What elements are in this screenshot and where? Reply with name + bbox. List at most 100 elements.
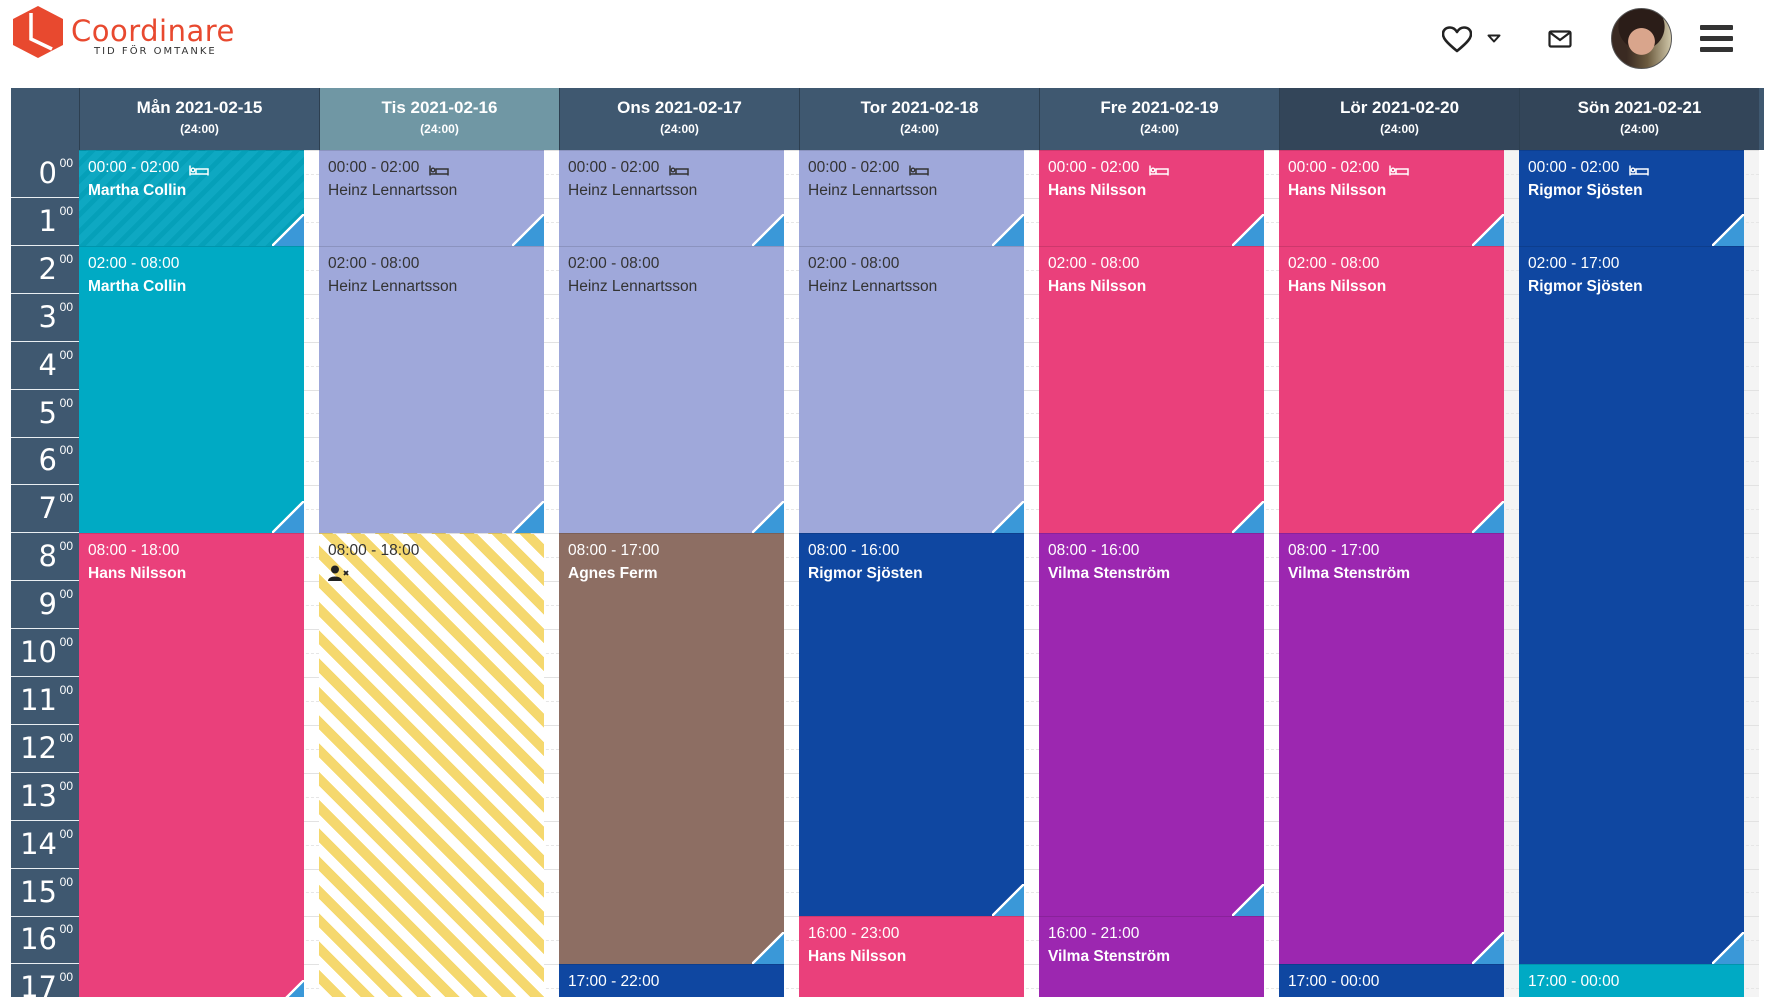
corner-marker-icon: [1232, 884, 1264, 917]
corner-marker-icon: [1232, 501, 1264, 534]
shift-employee-name: Heinz Lennartsson: [808, 182, 938, 199]
shift-employee-name: Martha Collin: [88, 277, 187, 295]
hour-minutes: 00: [59, 970, 73, 985]
day-column[interactable]: 00:00 - 02:00 Martha Collin 02:00 - 08:00 M…: [79, 150, 319, 997]
hour-number: 6: [38, 443, 57, 478]
hour-minutes: 00: [59, 347, 73, 362]
day-header[interactable]: Ons 2021-02-17 (24:00): [559, 88, 799, 150]
hour-label: 11 00: [11, 677, 79, 725]
bed-icon: [429, 163, 450, 175]
hamburger-menu-icon[interactable]: [1698, 20, 1734, 56]
hour-minutes: 00: [59, 730, 73, 745]
day-column[interactable]: 00:00 - 02:00 Hans Nilsson 02:00 - 08:00 Ha…: [1279, 150, 1519, 997]
hour-label: 0 00: [11, 150, 79, 198]
shift-event[interactable]: 08:00 - 18:00 Hans Nilsson: [79, 533, 304, 997]
shift-employee-name: Vilma Stenström: [1048, 565, 1171, 583]
mail-icon[interactable]: [1547, 29, 1573, 49]
shift-event[interactable]: 08:00 - 17:00 Vilma Stenström: [1279, 533, 1504, 965]
corner-marker-icon: [752, 501, 784, 534]
hour-minutes: 00: [59, 395, 73, 410]
hour-label: 8 00: [11, 533, 79, 582]
day-header[interactable]: Lör 2021-02-20 (24:00): [1279, 88, 1519, 150]
hour-number: 8: [38, 539, 57, 574]
day-date: Sön 2021-02-21: [1577, 98, 1702, 117]
day-header[interactable]: Tis 2021-02-16 (24:00): [319, 88, 559, 150]
day-column[interactable]: 00:00 - 02:00 Heinz Lennartsson 02:00 - 08…: [319, 150, 559, 997]
hour-number: 4: [38, 347, 57, 382]
shift-event[interactable]: 17:00 - 00:00: [1279, 964, 1504, 997]
hour-label: 1 00: [11, 198, 79, 246]
shift-employee-name: Hans Nilsson: [1288, 277, 1387, 295]
shift-employee-name: Hans Nilsson: [808, 948, 907, 966]
shift-time: 16:00 - 21:00: [1048, 925, 1140, 943]
shift-event[interactable]: 00:00 - 02:00 Heinz Lennartsson: [319, 150, 544, 246]
shift-employee-name: Heinz Lennartsson: [328, 182, 458, 199]
day-column[interactable]: 00:00 - 02:00 Heinz Lennartsson 02:00 - 08…: [559, 150, 799, 997]
shift-time: 02:00 - 17:00: [1528, 254, 1620, 272]
day-header[interactable]: Tor 2021-02-18 (24:00): [799, 88, 1039, 150]
hour-minutes: 00: [59, 203, 73, 218]
shift-event[interactable]: 08:00 - 16:00 Rigmor Sjösten: [799, 533, 1024, 917]
user-avatar[interactable]: [1611, 8, 1672, 69]
corner-marker-icon: [1472, 213, 1504, 246]
hour-label: 5 00: [11, 390, 79, 438]
shift-event[interactable]: 16:00 - 23:00 Hans Nilsson: [799, 916, 1024, 997]
shift-event[interactable]: 00:00 - 02:00 Heinz Lennartsson: [799, 150, 1024, 246]
shift-event[interactable]: 00:00 - 02:00 Hans Nilsson: [1279, 150, 1504, 246]
shift-event[interactable]: 08:00 - 16:00 Vilma Stenström: [1039, 533, 1264, 917]
corner-marker-icon: [1712, 932, 1744, 965]
shift-event[interactable]: 02:00 - 08:00 Hans Nilsson: [1279, 245, 1504, 534]
shift-employee-name: Hans Nilsson: [1048, 182, 1147, 199]
hour-number: 13: [20, 778, 57, 813]
hour-label: 9 00: [11, 581, 79, 630]
shift-event[interactable]: 17:00 - 22:00: [559, 964, 784, 997]
shift-time: 17:00 - 00:00: [1528, 973, 1620, 991]
hour-number: 5: [38, 395, 57, 430]
shift-time: 00:00 - 02:00: [1288, 159, 1380, 176]
shift-event[interactable]: 02:00 - 08:00 Heinz Lennartsson: [799, 245, 1024, 534]
shift-time: 00:00 - 02:00: [1048, 159, 1140, 176]
day-header[interactable]: Mån 2021-02-15 (24:00): [79, 88, 319, 150]
hour-label: 7 00: [11, 485, 79, 534]
corner-marker-icon: [1472, 932, 1504, 965]
unassigned-user-icon: [328, 565, 544, 586]
shift-event[interactable]: 02:00 - 08:00 Martha Collin: [79, 245, 304, 534]
coordinare-logo-icon[interactable]: [12, 5, 64, 59]
shift-event[interactable]: 02:00 - 08:00 Hans Nilsson: [1039, 245, 1264, 534]
shift-event[interactable]: 08:00 - 17:00 Agnes Ferm: [559, 533, 784, 965]
chevron-down-icon[interactable]: [1486, 32, 1502, 44]
shift-event[interactable]: 00:00 - 02:00 Hans Nilsson: [1039, 150, 1264, 246]
shift-event[interactable]: 02:00 - 08:00 Heinz Lennartsson: [319, 245, 544, 534]
shift-time: 02:00 - 08:00: [1288, 254, 1380, 272]
hour-number: 2: [38, 251, 57, 286]
day-column[interactable]: 00:00 - 02:00 Rigmor Sjösten 02:00 - 17:00…: [1519, 150, 1759, 997]
shift-event[interactable]: 16:00 - 21:00 Vilma Stenström: [1039, 916, 1264, 997]
hour-minutes: 00: [59, 587, 73, 602]
day-total-hours: (24:00): [180, 122, 219, 136]
shift-event[interactable]: 00:00 - 02:00 Martha Collin: [79, 150, 304, 246]
shift-event[interactable]: 17:00 - 00:00: [1519, 964, 1744, 997]
day-column[interactable]: 00:00 - 02:00 Hans Nilsson 02:00 - 08:00 Ha…: [1039, 150, 1279, 997]
shift-event[interactable]: 02:00 - 17:00 Rigmor Sjösten: [1519, 245, 1744, 965]
corner-marker-icon: [272, 501, 304, 534]
shift-event[interactable]: 08:00 - 18:00: [319, 533, 544, 997]
bed-icon: [189, 163, 210, 175]
shift-event[interactable]: 00:00 - 02:00 Rigmor Sjösten: [1519, 150, 1744, 246]
shift-employee-name: Vilma Stenström: [1048, 948, 1171, 966]
corner-marker-icon: [512, 213, 544, 246]
day-header[interactable]: Fre 2021-02-19 (24:00): [1039, 88, 1279, 150]
hour-number: 15: [20, 874, 57, 909]
shift-time: 00:00 - 02:00: [1528, 159, 1620, 176]
shift-event[interactable]: 00:00 - 02:00 Heinz Lennartsson: [559, 150, 784, 246]
day-column[interactable]: 00:00 - 02:00 Heinz Lennartsson 02:00 - 08…: [799, 150, 1039, 997]
shift-time: 02:00 - 08:00: [88, 254, 180, 272]
hour-minutes: 00: [59, 778, 73, 793]
shift-time: 00:00 - 02:00: [568, 159, 660, 176]
shift-time: 08:00 - 16:00: [808, 542, 900, 560]
day-header[interactable]: Sön 2021-02-21 (24:00): [1519, 88, 1759, 150]
hour-label: 13 00: [11, 773, 79, 821]
hour-number: 12: [20, 730, 57, 765]
hour-label: 14 00: [11, 821, 79, 869]
heart-icon[interactable]: [1441, 24, 1473, 54]
shift-event[interactable]: 02:00 - 08:00 Heinz Lennartsson: [559, 245, 784, 534]
